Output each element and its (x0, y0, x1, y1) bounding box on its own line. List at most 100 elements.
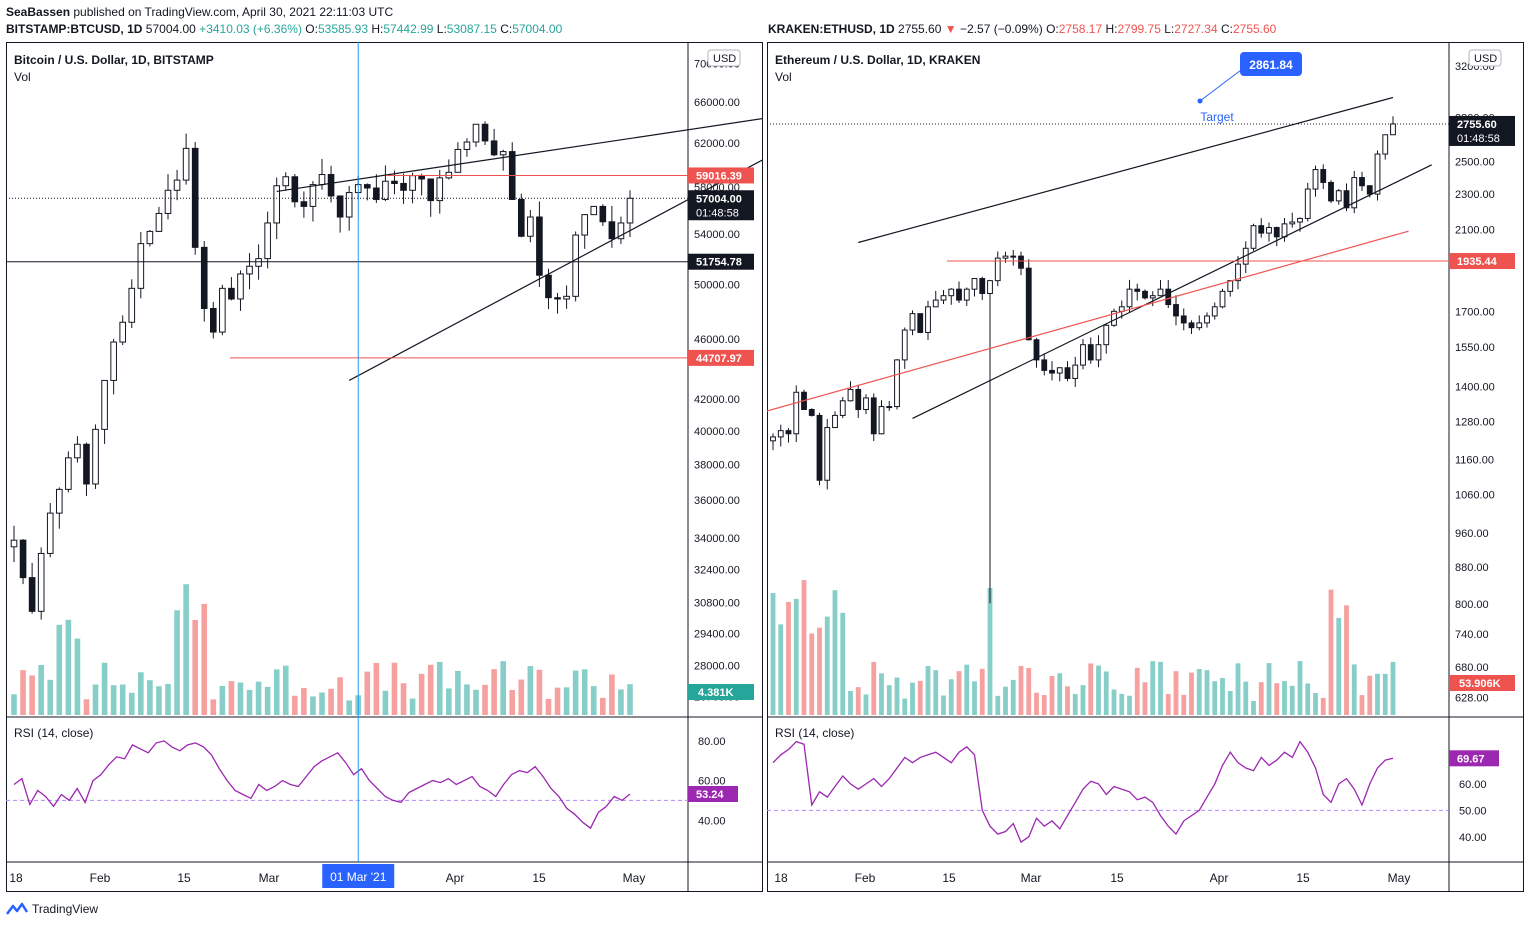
price-tick-label: 1160.00 (1455, 455, 1494, 467)
candle-down (1064, 367, 1071, 379)
time-tick-label: Feb (855, 871, 876, 885)
candle-up (137, 243, 145, 289)
price-tick-label: 1060.00 (1455, 490, 1495, 502)
volume-bar (446, 688, 452, 715)
volume-bar (201, 603, 208, 715)
candle-down (1142, 290, 1148, 299)
volume-bar (409, 698, 416, 715)
volume-bar (770, 593, 776, 715)
volume-bar (1127, 695, 1132, 715)
price-label-0: 2755.60 (1457, 119, 1497, 131)
price-tick-label: 28000.00 (694, 660, 740, 672)
volume-bar (255, 681, 262, 715)
volume-bar (518, 679, 525, 715)
eth-close-label: C: (1220, 22, 1233, 36)
candle-down (1018, 255, 1024, 269)
eth-high-label: H: (1105, 22, 1118, 36)
volume-bar (1305, 683, 1311, 715)
target-leader-line (1199, 69, 1242, 102)
candle-up (436, 177, 444, 202)
rsi-title: RSI (14, close) (14, 726, 93, 740)
author-name[interactable]: SeaBassen (6, 5, 71, 19)
volume-bar (1289, 685, 1295, 715)
btc-close: 57004.00 (512, 22, 563, 36)
volume-bar (473, 689, 479, 715)
volume-bar (301, 687, 307, 715)
eth-header: KRAKEN:ETHUSD, 1D 2755.60 ▼ −2.57 (−0.09… (768, 22, 1276, 36)
volume-bar (1336, 617, 1342, 715)
volume-bar (817, 627, 822, 715)
rsi-line (13, 740, 631, 830)
candle-down (427, 178, 435, 202)
btc-chart[interactable]: 70000.0066000.0062000.0058000.0054000.00… (6, 42, 763, 892)
price-label-bg (1449, 253, 1515, 270)
trendline-lower-channel (912, 164, 1433, 419)
volume-bar (1204, 670, 1210, 715)
candle-up (793, 391, 800, 435)
price-tick-label: 32400.00 (694, 564, 740, 576)
candle-down (1359, 177, 1365, 187)
volume-bar (925, 666, 931, 715)
price-tick-label: 1700.00 (1455, 306, 1495, 318)
btc-symbol[interactable]: BITSTAMP:BTCUSD, 1D (6, 22, 143, 36)
price-label-bg (688, 167, 754, 184)
volume-bar (832, 590, 838, 715)
volume-bar (1150, 661, 1156, 715)
volume-bar (941, 695, 946, 715)
eth-symbol[interactable]: KRAKEN:ETHUSD, 1D (768, 22, 895, 36)
volume-bar (138, 672, 144, 715)
volume-bar (400, 683, 407, 715)
volume-bar (979, 668, 985, 715)
candle-up (626, 197, 634, 224)
volume-bar (871, 661, 877, 715)
volume-bar (319, 692, 325, 715)
time-tick-label: Mar (1021, 871, 1042, 885)
time-tick-label: 18 (9, 871, 23, 885)
volume-bar (1158, 661, 1163, 715)
eth-chart[interactable]: 3200.002800.002500.002300.002100.001900.… (767, 42, 1524, 892)
volume-bar (1320, 697, 1326, 715)
candle-down (785, 430, 792, 435)
candle-up (1126, 288, 1133, 308)
candle-up (1335, 190, 1342, 202)
footer: TradingView (6, 902, 98, 916)
price-tick-label: 960.00 (1455, 528, 1489, 540)
candle-up (886, 406, 893, 409)
candle-up (55, 488, 63, 514)
volume-bar (156, 686, 162, 715)
volume-bar (1258, 682, 1264, 715)
candle-up (119, 321, 127, 343)
volume-bar (310, 696, 316, 715)
volume-label: 53.906K (1459, 678, 1501, 690)
candle-down (608, 221, 616, 240)
candle-down (327, 174, 335, 197)
target-price-label: 2861.84 (1249, 58, 1293, 72)
volume-bar (382, 690, 389, 715)
time-tick-label: Feb (90, 871, 111, 885)
candle-up (909, 313, 916, 331)
candle-down (391, 180, 398, 184)
volume-bar (455, 670, 461, 715)
candle-down (956, 288, 962, 301)
price-tick-label: 740.00 (1455, 629, 1489, 641)
candle-down (28, 577, 36, 612)
volume-bar (1026, 667, 1032, 715)
volume-bar (1165, 694, 1171, 715)
candle-up (146, 230, 154, 245)
volume-bar (1266, 663, 1272, 715)
time-tick-label: May (1388, 871, 1411, 885)
volume-bar (1080, 685, 1086, 715)
footer-brand[interactable]: TradingView (32, 902, 99, 916)
volume-bar (183, 584, 189, 715)
time-tick-label: Apr (1210, 871, 1229, 885)
volume-bar (917, 680, 923, 715)
candle-down (1041, 359, 1048, 371)
volume-bar (165, 683, 171, 715)
volume-bar (147, 680, 153, 715)
candle-up (1297, 217, 1303, 223)
panel-frame (6, 42, 763, 892)
price-tick-label: 36000.00 (694, 495, 740, 507)
candle-down (228, 287, 235, 300)
time-tick-label: Mar (259, 871, 280, 885)
volume-bar (1142, 682, 1148, 715)
